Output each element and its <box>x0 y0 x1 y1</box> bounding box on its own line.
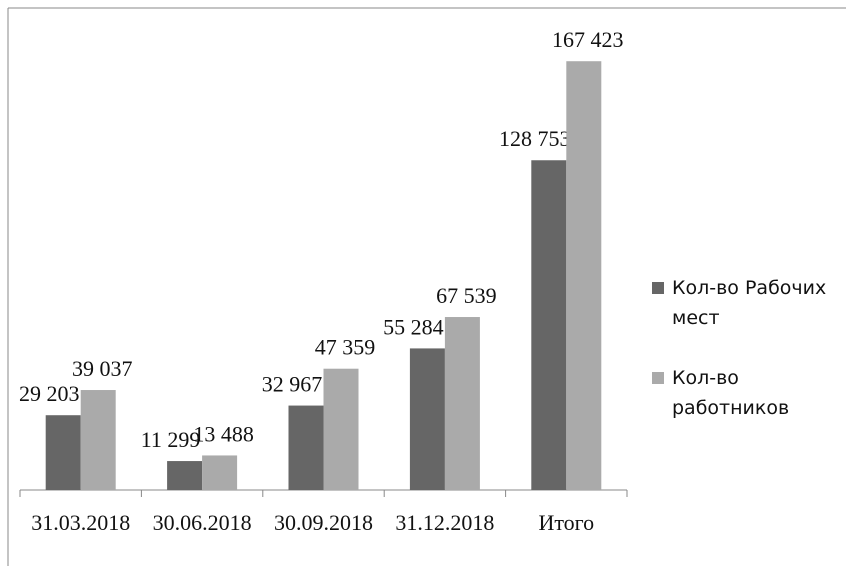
bar <box>566 61 602 491</box>
bar <box>167 461 203 490</box>
bar <box>444 317 480 490</box>
value-label: 13 488 <box>193 421 254 446</box>
x-tick-label: 30.06.2018 <box>153 510 252 535</box>
legend-swatch <box>652 372 664 384</box>
value-label: 47 359 <box>315 335 376 360</box>
legend-label: Кол-во работников <box>672 367 790 419</box>
bar <box>80 390 116 490</box>
value-label: 67 539 <box>436 283 497 308</box>
legend-swatch <box>652 282 664 294</box>
value-label: 32 967 <box>262 372 323 397</box>
bar <box>531 160 567 490</box>
legend-item: Кол-во работников <box>652 363 832 423</box>
bar <box>288 405 324 490</box>
value-label: 55 284 <box>383 314 444 339</box>
value-label: 39 037 <box>72 356 133 381</box>
x-tick-label: Итого <box>538 510 594 535</box>
x-tick-label: 31.12.2018 <box>395 510 494 535</box>
legend-item: Кол-во Рабочих мест <box>652 273 832 333</box>
x-tick-label: 31.03.2018 <box>31 510 130 535</box>
bar <box>202 455 238 490</box>
bar <box>45 415 81 490</box>
x-tick-label: 30.09.2018 <box>274 510 373 535</box>
bar <box>409 348 445 490</box>
value-label: 167 423 <box>552 27 624 52</box>
value-label: 29 203 <box>19 381 80 406</box>
legend-label: Кол-во Рабочих мест <box>672 277 827 329</box>
bar <box>323 368 359 490</box>
value-label: 11 299 <box>141 427 201 452</box>
value-label: 128 753 <box>499 126 571 151</box>
